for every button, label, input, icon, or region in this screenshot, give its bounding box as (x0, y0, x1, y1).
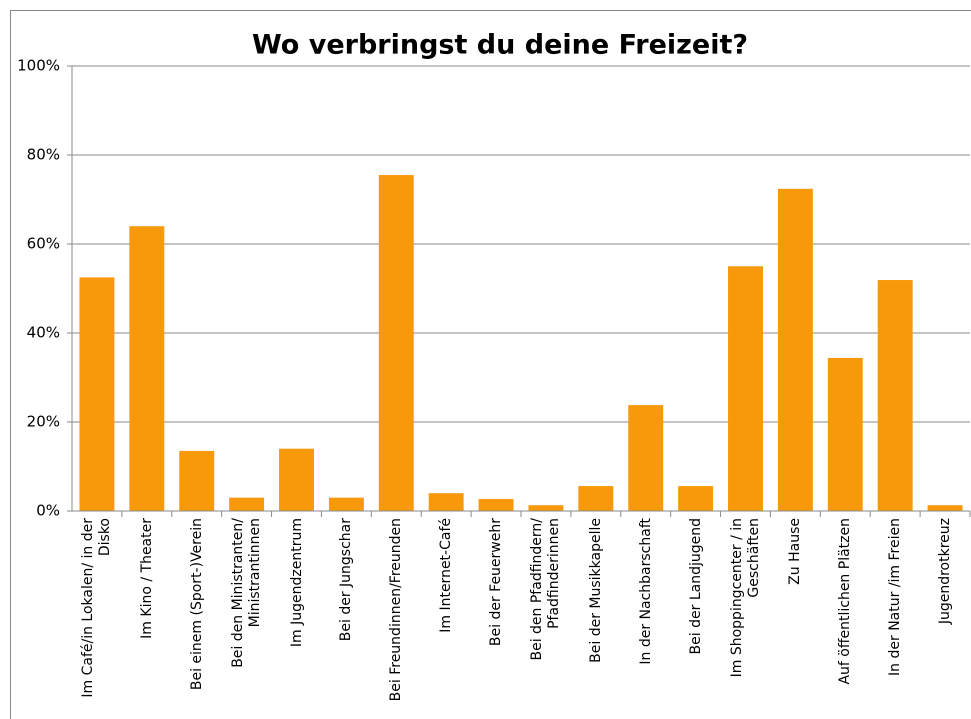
x-tick-label: Bei den Ministranten/ Ministrantinnen (229, 518, 263, 668)
x-tick-label: Im Shoppingcenter / in Geschäften (728, 518, 762, 678)
bar (179, 450, 215, 511)
y-tick-label: 0% (36, 502, 60, 520)
bar (378, 175, 414, 511)
bar (328, 497, 364, 511)
bar (877, 280, 913, 511)
bar (129, 226, 165, 511)
bar (229, 497, 265, 511)
x-tick-label: Auf öffentlichen Plätzen (836, 518, 853, 685)
y-tick-label: 20% (27, 413, 60, 431)
x-tick-label: Bei der Landjugend (687, 518, 704, 655)
x-tick-label: Bei der Feuerwehr (487, 518, 504, 647)
x-tick-label: In der Nachbarschaft (637, 518, 654, 665)
bar (728, 266, 763, 511)
bar (777, 188, 813, 511)
bar (628, 405, 664, 511)
bar (927, 505, 963, 511)
x-tick-label: Im Internet-Café (437, 518, 454, 633)
bar (428, 493, 464, 511)
x-tick-label: Bei Freundinnen/Freunden (387, 518, 404, 702)
x-tick-label: Im Café/in Lokalen/ in der Disko (79, 518, 113, 698)
x-tick-label: Zu Hause (786, 518, 803, 585)
bar (827, 357, 863, 511)
x-tick-label: Bei einem (Sport-)Verein (188, 518, 205, 691)
bar (578, 486, 614, 511)
x-tick-label: Bei der Musikkapelle (587, 518, 604, 663)
bar (279, 448, 314, 511)
bar (478, 498, 514, 511)
y-tick-label: 40% (27, 324, 60, 342)
x-tick-label: Bei der Jungschar (337, 518, 354, 642)
y-tick-label: 80% (27, 146, 60, 164)
x-tick-label: Jugendrotkreuz (936, 518, 953, 625)
chart-frame (10, 10, 971, 719)
x-tick-label: Im Kino / Theater (138, 518, 155, 639)
x-tick-label: In der Natur /im Freien (886, 518, 903, 676)
bar (678, 486, 714, 511)
x-tick-label: Bei den Pfadfindern/ Pfadfinderinnen (528, 518, 562, 661)
y-tick-label: 100% (17, 57, 60, 75)
chart-title: Wo verbringst du deine Freizeit? (252, 30, 748, 61)
x-tick-label: Im Jugendzentrum (288, 518, 304, 648)
y-tick-label: 60% (27, 235, 60, 253)
bar (528, 505, 564, 511)
bar (79, 277, 115, 511)
